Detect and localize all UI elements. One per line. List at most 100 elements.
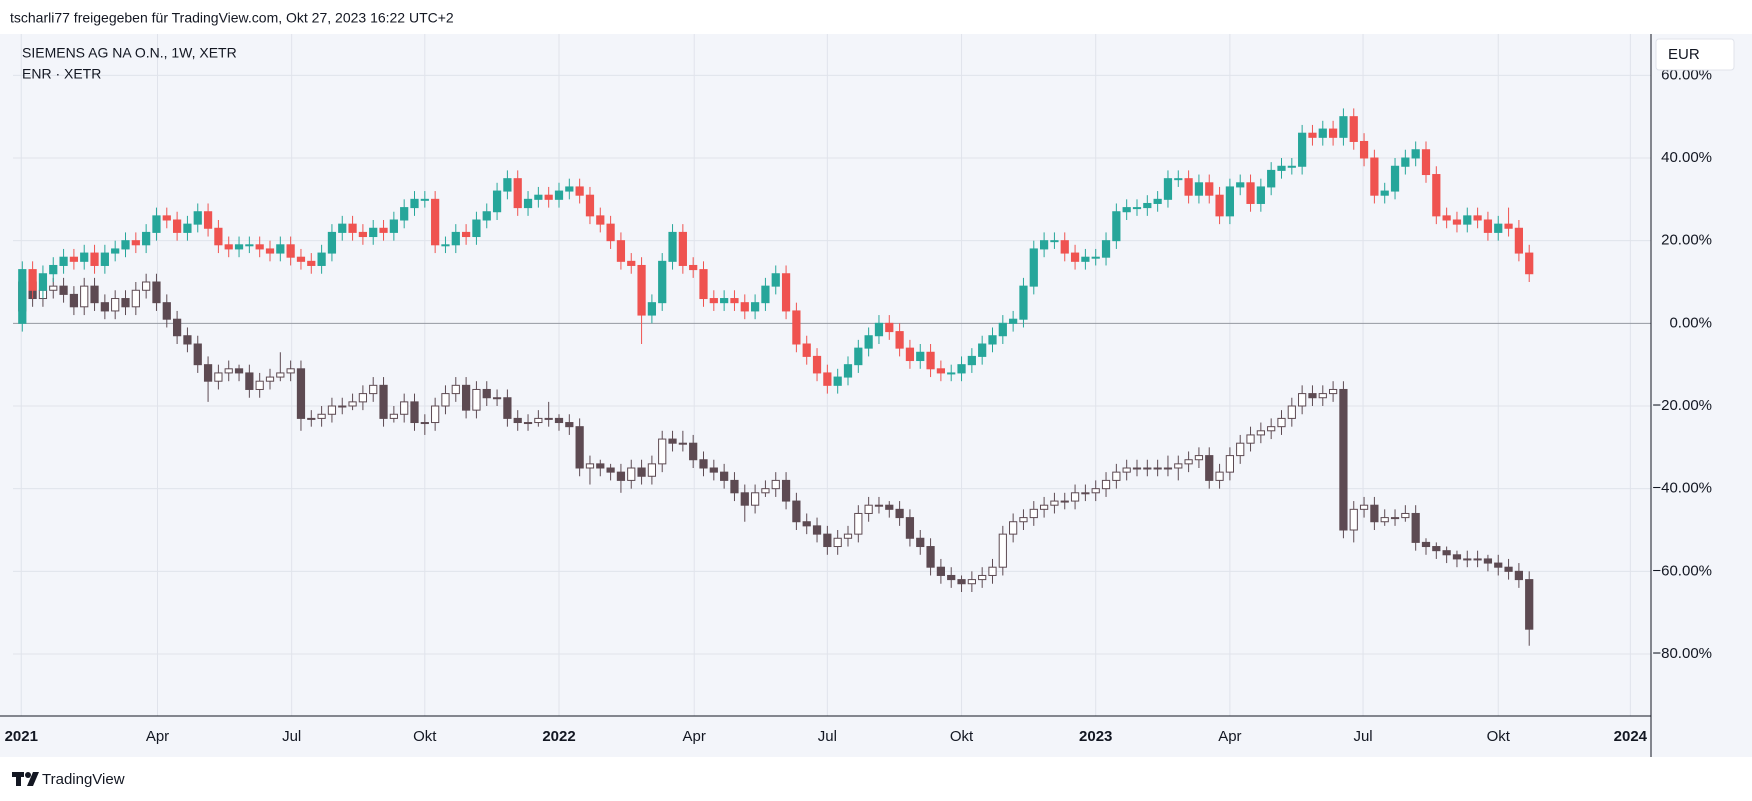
candle-body bbox=[1101, 479, 1111, 490]
candle-body bbox=[111, 248, 120, 254]
candle-body bbox=[1039, 240, 1049, 250]
candle-body bbox=[647, 302, 657, 316]
candle-body bbox=[761, 488, 770, 494]
candle-body bbox=[926, 546, 935, 568]
candle-body bbox=[214, 227, 223, 246]
candle-body bbox=[947, 372, 956, 375]
candle-body bbox=[1174, 463, 1183, 469]
candle-body bbox=[193, 211, 202, 225]
candle-body bbox=[843, 533, 853, 539]
candle-body bbox=[513, 417, 522, 424]
candle-body bbox=[1432, 546, 1441, 552]
candle-body bbox=[1525, 252, 1534, 275]
candle-body bbox=[926, 351, 935, 370]
candle-body bbox=[678, 442, 687, 445]
candle-body bbox=[245, 244, 254, 247]
candle-body bbox=[492, 190, 502, 213]
candle-body bbox=[1328, 128, 1338, 138]
candle-body bbox=[957, 579, 966, 585]
y-tick-label: −20.00% bbox=[1652, 397, 1712, 414]
candle-body bbox=[492, 397, 502, 400]
candle-body bbox=[967, 355, 976, 366]
candle-body bbox=[936, 368, 946, 374]
candle-body bbox=[59, 256, 68, 266]
candle-body bbox=[1432, 174, 1441, 217]
candle-body bbox=[142, 281, 151, 291]
candle-body bbox=[1473, 558, 1482, 561]
candle-body bbox=[1132, 207, 1142, 210]
candle-body bbox=[1504, 566, 1513, 572]
legend-entry: SIEMENS AG NA O.N., 1W, XETR bbox=[22, 45, 237, 61]
candle-body bbox=[451, 231, 460, 246]
candle-body bbox=[544, 194, 553, 200]
candle-body bbox=[534, 417, 543, 424]
candle-body bbox=[1246, 182, 1255, 204]
candle-body bbox=[1039, 504, 1049, 510]
candle-body bbox=[358, 231, 368, 238]
candle-body bbox=[49, 285, 58, 291]
candle-body bbox=[1494, 223, 1503, 233]
candle-body bbox=[358, 393, 368, 403]
candle-body bbox=[420, 198, 429, 201]
currency[interactable]: EUR bbox=[1668, 46, 1700, 63]
candle-body bbox=[885, 322, 894, 333]
candle-body bbox=[678, 231, 687, 266]
candle-body bbox=[647, 463, 657, 477]
candle-body bbox=[916, 537, 925, 548]
candle-body bbox=[59, 285, 68, 295]
candle-body bbox=[998, 533, 1007, 568]
candle-body bbox=[637, 264, 646, 316]
candle-body bbox=[575, 186, 584, 196]
candle-body bbox=[957, 364, 966, 374]
candle-body bbox=[1225, 186, 1235, 217]
candle-body bbox=[441, 244, 450, 247]
candle-body bbox=[1525, 579, 1534, 630]
candle-body bbox=[1215, 194, 1224, 217]
candle-body bbox=[998, 322, 1007, 337]
x-tick-label: 2023 bbox=[1079, 728, 1112, 745]
candle-body bbox=[461, 384, 471, 411]
candle-body bbox=[100, 252, 109, 266]
candle-body bbox=[1349, 508, 1358, 531]
candle-body bbox=[1359, 140, 1369, 159]
candle-body bbox=[389, 219, 398, 233]
candle-body bbox=[142, 231, 151, 246]
candle-body bbox=[296, 256, 306, 262]
candle-body bbox=[1029, 508, 1038, 519]
candle-body bbox=[1184, 178, 1193, 196]
candle-body bbox=[431, 198, 440, 246]
candle-body bbox=[431, 405, 440, 424]
candle-body bbox=[1267, 426, 1276, 432]
candle-body bbox=[400, 401, 409, 415]
candle-body bbox=[1349, 116, 1358, 142]
candle-body bbox=[1256, 430, 1265, 436]
candle-body bbox=[1205, 455, 1214, 481]
candle-body bbox=[916, 351, 925, 362]
candle-body bbox=[111, 298, 120, 312]
candle-body bbox=[100, 302, 109, 312]
candle-body bbox=[472, 219, 481, 238]
candle-body bbox=[183, 223, 192, 233]
candle-body bbox=[699, 269, 708, 300]
x-tick-label: Apr bbox=[1218, 728, 1241, 745]
candle-body bbox=[895, 331, 904, 349]
candle-body bbox=[1380, 190, 1389, 196]
candle-body bbox=[585, 194, 595, 217]
candle-body bbox=[1514, 570, 1523, 581]
candle-body bbox=[792, 310, 801, 345]
candle-body bbox=[606, 223, 615, 242]
candle-body bbox=[1411, 149, 1420, 159]
candle-body bbox=[905, 517, 915, 539]
currency-box[interactable] bbox=[1655, 38, 1735, 71]
candle-body bbox=[1483, 558, 1493, 564]
candle-body bbox=[689, 264, 698, 271]
candle-body bbox=[152, 215, 161, 233]
candle-body bbox=[988, 335, 997, 345]
candle-body bbox=[720, 471, 729, 481]
candle-body bbox=[658, 438, 667, 465]
candle-body bbox=[544, 417, 553, 420]
x-tick-label: Jul bbox=[818, 728, 837, 745]
y-tick-label: 40.00% bbox=[1661, 149, 1712, 166]
candle-body bbox=[451, 384, 460, 395]
candle-body bbox=[121, 298, 130, 308]
